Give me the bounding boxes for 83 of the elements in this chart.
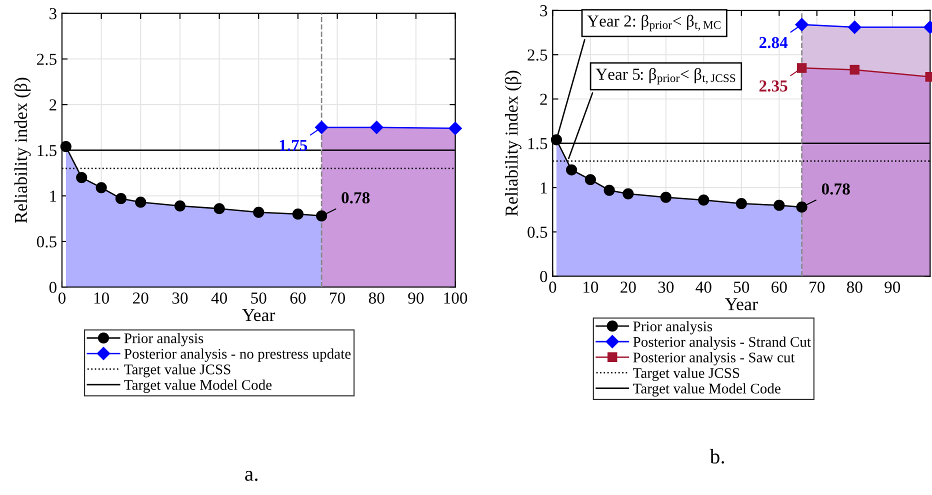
y-tick-label: 1.5 xyxy=(38,145,56,156)
x-tick-label: 50 xyxy=(251,292,266,304)
point xyxy=(174,200,186,212)
point xyxy=(370,120,384,134)
point xyxy=(292,208,304,220)
legend-label: Target value Model Code xyxy=(633,383,780,396)
point xyxy=(316,210,328,222)
x-tick-label: 20 xyxy=(620,282,636,293)
text: b. xyxy=(710,448,724,464)
x-tick-label: 0 xyxy=(549,282,556,293)
point xyxy=(848,20,862,34)
y-tick-label: 0 xyxy=(540,270,548,282)
x-tick-label: 80 xyxy=(368,292,384,304)
x-tick-label: 40 xyxy=(211,292,227,304)
point xyxy=(604,184,615,196)
y-tick-label: 2 xyxy=(540,94,547,105)
point xyxy=(660,192,672,203)
y-tick-label: 3 xyxy=(50,8,56,20)
x-tick-label: 50 xyxy=(734,282,750,293)
legend-label: Posterior analysis - Saw cut xyxy=(633,352,795,366)
data-label: 2.84 xyxy=(759,36,788,48)
y-tick-label: 1 xyxy=(50,190,56,202)
x-axis-title: Year xyxy=(242,309,276,322)
point xyxy=(796,202,808,213)
y-axis-title: Reliability index (β) xyxy=(14,78,31,223)
text: a. xyxy=(245,470,258,481)
x-tick-label: 10 xyxy=(584,282,598,293)
x-tick-label: 70 xyxy=(810,282,825,293)
point xyxy=(314,120,328,134)
legend-label: Prior analysis xyxy=(633,321,712,334)
data-label: 1.75 xyxy=(280,140,308,152)
point xyxy=(135,196,146,208)
legend-label: Target value JCSS xyxy=(633,368,740,381)
legend-label: Posterior analysis - no prestress update xyxy=(124,348,351,362)
point xyxy=(796,63,807,73)
data-label: 0.78 xyxy=(822,183,850,195)
x-tick-label: 0 xyxy=(58,292,66,304)
x-tick-label: 90 xyxy=(884,282,900,293)
x-tick-label: 40 xyxy=(696,282,712,293)
x-axis-title: Year xyxy=(724,298,758,310)
data-label: 2.35 xyxy=(759,80,788,92)
annotation: Year 5: β$_{prior}$< β$_{t,JCSS}$ xyxy=(596,68,736,84)
point xyxy=(550,134,562,146)
point xyxy=(566,164,578,176)
x-tick-label: 70 xyxy=(330,292,345,304)
x-tick-label: 80 xyxy=(846,282,862,293)
y-tick-label: 2 xyxy=(50,99,56,110)
point xyxy=(736,198,747,210)
point xyxy=(448,122,462,135)
y-tick-label: 1.5 xyxy=(528,138,548,150)
x-tick-label: 30 xyxy=(658,282,674,293)
x-tick-label: 30 xyxy=(172,292,188,304)
point xyxy=(76,172,88,184)
legend-label: Posterior analysis - Strand Cut xyxy=(633,336,811,350)
legend-label: Target value JCSS xyxy=(124,364,230,378)
y-axis-title: Reliability index (β) xyxy=(504,70,522,216)
y-tick-label: 2.5 xyxy=(37,54,56,66)
x-tick-label: 20 xyxy=(133,292,148,304)
x-tick-label: 100 xyxy=(444,292,468,304)
point xyxy=(584,174,596,186)
data-label: 0.78 xyxy=(342,192,370,204)
legend-label: Target value Model Code xyxy=(124,380,272,393)
point xyxy=(214,203,225,214)
y-tick-label: 1 xyxy=(540,182,547,194)
point xyxy=(622,188,634,200)
legend-label: Prior analysis xyxy=(124,332,204,346)
point xyxy=(795,18,808,32)
point xyxy=(253,206,264,218)
y-tick-label: 0.5 xyxy=(36,236,56,248)
point xyxy=(850,64,860,75)
y-tick-label: 0.5 xyxy=(528,226,548,238)
x-tick-label: 60 xyxy=(772,282,787,293)
x-tick-label: 90 xyxy=(408,292,424,304)
point xyxy=(96,182,107,194)
x-tick-label: 60 xyxy=(290,292,306,304)
point xyxy=(698,194,710,206)
point xyxy=(115,193,127,204)
x-tick-label: 10 xyxy=(94,292,110,304)
y-tick-label: 2.5 xyxy=(528,49,548,61)
point xyxy=(774,200,785,211)
y-tick-label: 3 xyxy=(540,5,548,16)
point xyxy=(60,141,72,152)
annotation: Year 2: β$_{prior}$< β$_{t,MC}$ xyxy=(587,14,720,32)
